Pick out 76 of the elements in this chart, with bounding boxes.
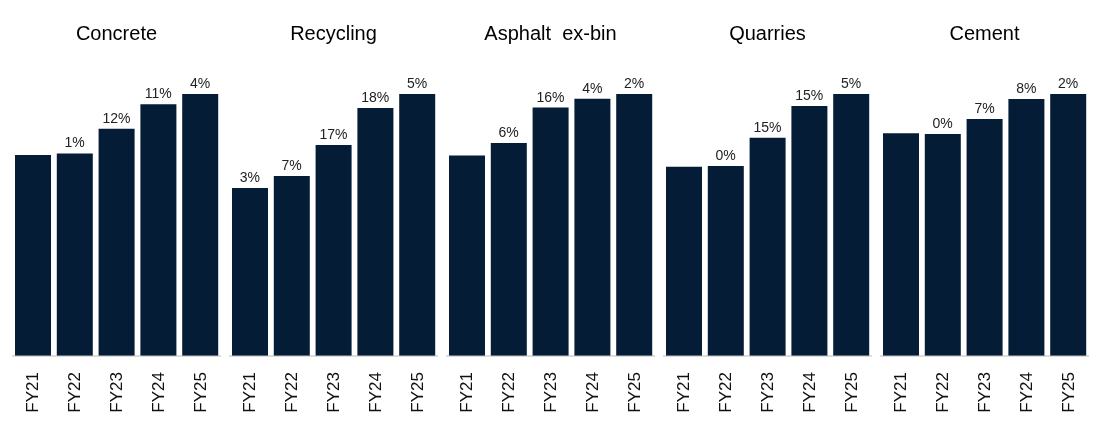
bar (15, 155, 51, 356)
bar (399, 94, 436, 356)
bar (883, 133, 919, 356)
annotation: 15% (795, 87, 824, 104)
x-tick-label: FY25 (190, 372, 210, 413)
bar (315, 145, 352, 356)
bar (98, 128, 135, 356)
bar (273, 176, 310, 356)
x-tick-label: FY22 (65, 372, 85, 413)
x-tick-label: FY21 (457, 372, 477, 413)
x-tick-label: FY24 (365, 372, 385, 413)
x-tick-label: FY23 (324, 372, 343, 413)
x-tick-label: FY25 (1058, 372, 1078, 413)
bar (140, 104, 177, 356)
annotation: 12% (102, 109, 131, 126)
bar (924, 134, 961, 356)
x-tick-label: FY24 (148, 372, 168, 413)
bar (616, 94, 653, 356)
x-tick-label: FY21 (891, 372, 911, 413)
bar (56, 153, 93, 356)
annotation: 17% (319, 126, 348, 143)
x-tick-label: FY25 (841, 372, 861, 413)
x-tick-label: FY23 (975, 372, 994, 413)
x-tick-label: FY24 (799, 372, 819, 413)
x-tick-label: FY21 (23, 372, 43, 413)
bar (490, 142, 527, 356)
chart-title: Concrete (74, 21, 159, 46)
annotation: 4% (189, 75, 211, 91)
bar (357, 107, 394, 356)
x-tick-label: FY24 (582, 372, 602, 413)
annotation: 6% (498, 123, 519, 140)
x-tick-label: FY22 (499, 372, 519, 413)
annotation: 4% (582, 79, 603, 96)
bar (232, 188, 268, 356)
x-tick-label: FY22 (716, 372, 736, 413)
x-tick-label: FY23 (541, 372, 560, 413)
chart-title: Asphalt ex-bin (483, 21, 618, 46)
x-tick-label: FY25 (407, 372, 427, 413)
x-tick-label: FY22 (933, 372, 953, 413)
bar (833, 94, 870, 356)
annotation: 3% (239, 169, 261, 186)
bar (182, 94, 219, 356)
chart-title: Cement (948, 21, 1021, 46)
annotation: 2% (623, 75, 645, 91)
bar (666, 166, 702, 356)
x-tick-label: FY25 (624, 372, 644, 413)
annotation: 5% (840, 75, 862, 91)
chart-title: Recycling (289, 21, 378, 46)
x-tick-label: FY24 (1016, 372, 1036, 413)
bar (532, 107, 569, 356)
bar (574, 98, 611, 356)
chart-title: Quarries (728, 21, 807, 46)
bar (1050, 94, 1087, 356)
bar (449, 155, 485, 356)
annotation: 7% (974, 99, 995, 116)
x-tick-label: FY22 (282, 372, 302, 413)
annotation: 5% (406, 75, 428, 91)
annotation: 1% (64, 134, 85, 151)
bar (966, 118, 1003, 356)
annotation: 2% (1057, 75, 1079, 91)
x-tick-label: FY23 (758, 372, 777, 413)
annotation: 15% (753, 118, 782, 135)
annotation: 16% (536, 88, 565, 105)
annotation: 0% (932, 115, 953, 132)
annotation: 8% (1016, 79, 1037, 96)
annotation: 18% (361, 88, 390, 105)
bar (791, 106, 828, 356)
annotation: 11% (144, 85, 172, 102)
bar (1008, 98, 1045, 356)
bar (749, 137, 786, 356)
bar (707, 166, 744, 356)
x-tick-label: FY21 (240, 372, 260, 413)
x-tick-label: FY21 (674, 372, 694, 413)
x-tick-label: FY23 (107, 372, 126, 413)
annotation: 0% (715, 147, 736, 164)
annotation: 7% (281, 157, 302, 174)
